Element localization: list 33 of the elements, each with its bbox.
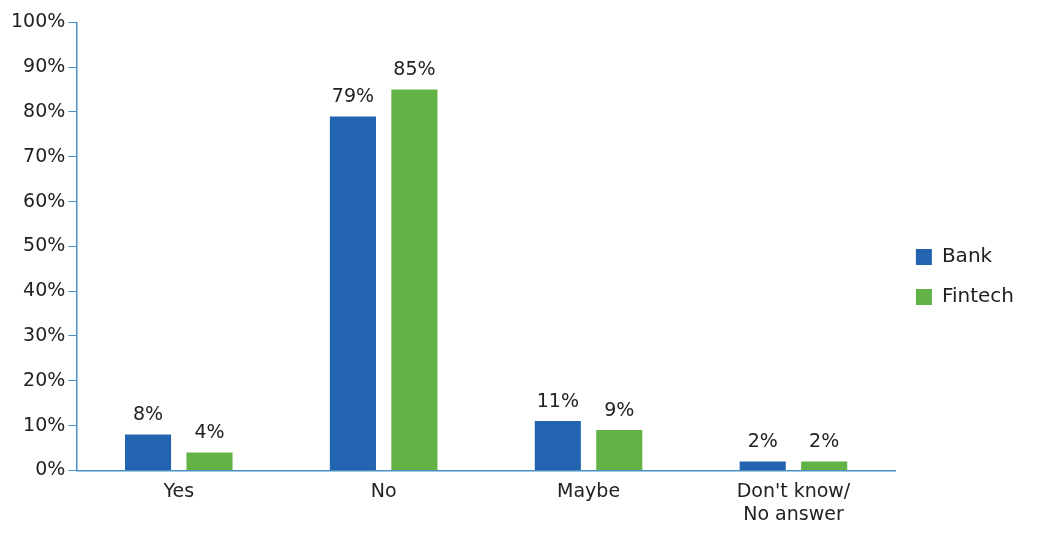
bar	[124, 434, 172, 470]
data-label: 79%	[331, 83, 375, 106]
y-tick-label: 80%	[23, 98, 66, 121]
data-label: 9%	[604, 397, 635, 420]
bar	[596, 430, 643, 470]
x-tick-label: Yes	[162, 478, 195, 501]
x-tick-label: Maybe	[557, 478, 621, 501]
data-label: 4%	[194, 419, 225, 442]
data-label: 11%	[536, 388, 579, 411]
data-label: 2%	[809, 428, 840, 451]
y-tick-label: 0%	[35, 457, 66, 480]
legend-label: Fintech	[941, 283, 1015, 308]
x-tick-label: No	[370, 478, 397, 501]
bar	[534, 421, 581, 470]
y-tick-label: 70%	[23, 143, 66, 166]
y-tick-label: 20%	[23, 367, 66, 390]
bar	[329, 116, 376, 470]
bar	[801, 461, 848, 470]
data-label: 2%	[747, 428, 778, 451]
bar	[391, 89, 438, 470]
data-label: 8%	[132, 402, 164, 424]
y-tick-label: 40%	[23, 278, 66, 301]
data-label: 85%	[393, 57, 436, 80]
bar	[186, 452, 233, 470]
y-tick-label: 90%	[23, 54, 66, 77]
x-tick-label: Don't know/ No answer	[736, 478, 851, 524]
legend-label: Bank	[941, 243, 993, 268]
y-tick-label: 60%	[23, 188, 66, 211]
y-tick-label: 100%	[10, 9, 66, 32]
bar	[739, 461, 786, 470]
y-tick-label: 30%	[23, 322, 66, 345]
y-tick-label: 10%	[23, 412, 66, 435]
y-tick-label: 50%	[23, 233, 66, 256]
